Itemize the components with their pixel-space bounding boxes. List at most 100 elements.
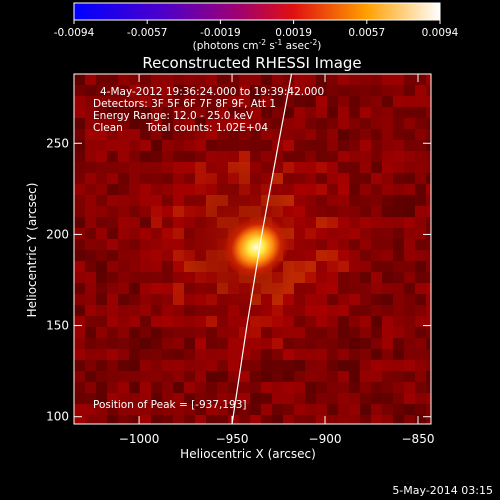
image-pixel [140, 118, 151, 129]
image-pixel [426, 140, 431, 151]
image-pixel [393, 261, 404, 272]
image-pixel [415, 162, 426, 173]
x-tick-label: −1000 [119, 432, 160, 446]
image-pixel [393, 118, 404, 129]
image-pixel [162, 316, 173, 327]
image-pixel [327, 184, 338, 195]
image-pixel [404, 261, 415, 272]
image-pixel [85, 371, 96, 382]
image-pixel [239, 85, 250, 96]
image-pixel [283, 283, 294, 294]
image-pixel [415, 239, 426, 250]
image-pixel [371, 371, 382, 382]
image-pixel [426, 107, 431, 118]
image-pixel [393, 305, 404, 316]
image-pixel [294, 316, 305, 327]
image-pixel [426, 327, 431, 338]
image-pixel [151, 371, 162, 382]
colorbar: -0.0094 -0.0057 -0.0019 0.0019 0.0057 0.0094 … [54, 2, 459, 52]
image-pixel [283, 151, 294, 162]
image-pixel [294, 195, 305, 206]
image-pixel [96, 393, 107, 404]
image-pixel [107, 96, 118, 107]
image-pixel [382, 151, 393, 162]
image-pixel [404, 129, 415, 140]
image-pixel [85, 151, 96, 162]
image-pixel [74, 96, 85, 107]
image-pixel [338, 261, 349, 272]
image-pixel [96, 217, 107, 228]
image-pixel [96, 415, 107, 424]
image-pixel [162, 283, 173, 294]
image-pixel [85, 107, 96, 118]
image-pixel [327, 305, 338, 316]
image-pixel [151, 316, 162, 327]
image-pixel [316, 151, 327, 162]
image-pixel [272, 305, 283, 316]
image-pixel [371, 305, 382, 316]
image-pixel [173, 272, 184, 283]
image-pixel [415, 228, 426, 239]
plot-frame [73, 73, 432, 425]
image-pixel [239, 404, 250, 415]
image-pixel [415, 107, 426, 118]
image-pixel [74, 250, 85, 261]
image-pixel [118, 85, 129, 96]
image-pixel [151, 107, 162, 118]
image-pixel [228, 393, 239, 404]
image-pixel [393, 250, 404, 261]
image-pixel [404, 206, 415, 217]
image-pixel [173, 250, 184, 261]
image-pixel [360, 415, 371, 424]
image-pixel [272, 107, 283, 118]
image-pixel [404, 162, 415, 173]
image-pixel [140, 371, 151, 382]
image-pixel [151, 173, 162, 184]
image-pixel [360, 327, 371, 338]
image-pixel [426, 371, 431, 382]
image-pixel [426, 184, 431, 195]
y-tick-label: 250 [46, 136, 69, 150]
image-pixel [305, 140, 316, 151]
image-pixel [327, 140, 338, 151]
image-pixel [338, 371, 349, 382]
y-axis-label: Heliocentric Y (arcsec) [25, 183, 39, 318]
image-pixel [272, 415, 283, 424]
image-pixel [338, 305, 349, 316]
image-pixel [85, 173, 96, 184]
image-pixel [371, 393, 382, 404]
image-pixel [118, 338, 129, 349]
image-pixel [173, 107, 184, 118]
image-pixel [250, 107, 261, 118]
image-pixel [184, 151, 195, 162]
image-pixel [404, 228, 415, 239]
image-pixel [261, 393, 272, 404]
image-pixel [129, 349, 140, 360]
image-pixel [404, 140, 415, 151]
image-pixel [129, 129, 140, 140]
image-pixel [74, 74, 85, 85]
image-pixel [151, 184, 162, 195]
image-pixel [393, 316, 404, 327]
image-pixel [151, 415, 162, 424]
image-pixel [140, 404, 151, 415]
colorbar-unit: (photons cm-2 s-1 asec-2) [193, 38, 322, 52]
image-pixel [382, 74, 393, 85]
image-pixel [151, 327, 162, 338]
image-pixel [74, 151, 85, 162]
image-pixel [140, 173, 151, 184]
image-pixel [327, 294, 338, 305]
image-pixel [371, 85, 382, 96]
image-pixel [272, 404, 283, 415]
image-pixel [173, 118, 184, 129]
image-pixel [162, 118, 173, 129]
image-pixel [195, 305, 206, 316]
image-pixel [338, 162, 349, 173]
image-pixel [239, 129, 250, 140]
image-pixel [294, 118, 305, 129]
image-pixel [118, 272, 129, 283]
image-pixel [173, 393, 184, 404]
image-pixel [371, 151, 382, 162]
image-pixel [129, 107, 140, 118]
image-pixel [261, 129, 272, 140]
